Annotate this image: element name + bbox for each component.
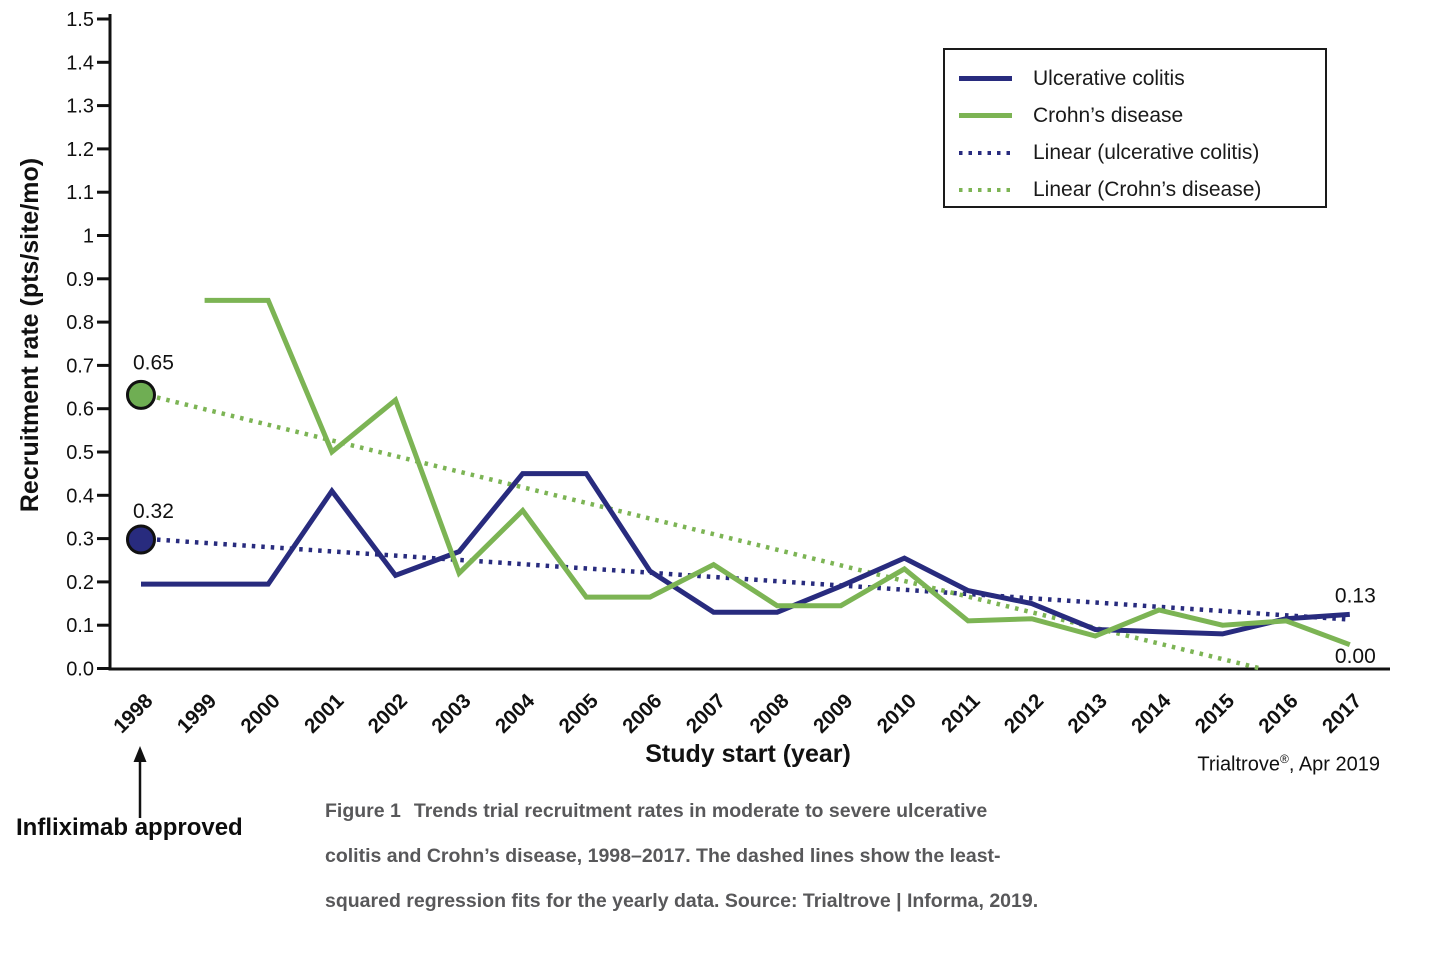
y-tick-label: 1.5 (66, 9, 94, 31)
x-year-label: 2000 (236, 689, 285, 738)
legend-item-crohn-s-disease: Crohn’s disease (945, 97, 1325, 134)
legend-dotted-line-sample (959, 150, 1012, 155)
x-year-label: 2001 (300, 689, 349, 738)
x-year-label: 2012 (1000, 689, 1049, 738)
x-year-label: 2015 (1191, 689, 1240, 738)
legend-label: Crohn’s disease (1033, 103, 1184, 127)
ulcerative-colitis-marker-circle (126, 524, 156, 555)
y-tick-label: 0.5 (66, 442, 94, 464)
source-note-brand: Trialtrove (1197, 753, 1280, 776)
ulcerative-colitis-line (141, 471, 1350, 637)
y-tick-label: 0.1 (66, 615, 94, 637)
point-value-label: 0.32 (133, 500, 174, 523)
y-tick-label: 0.6 (66, 399, 94, 421)
chart-canvas: 0.0 0.1 0.2 0.3 0.4 0.5 0.6 0.7 0.8 0.9 1 1.1 1.2 1.3… (16, 9, 1390, 818)
x-year-label: 2009 (809, 689, 858, 738)
infliximab-arrowhead-icon (133, 746, 147, 762)
x-year-label: 2006 (618, 689, 667, 738)
crohn-s-disease-marker-circle (126, 379, 156, 410)
crohn-s-disease-line (204, 297, 1351, 648)
point-value-label: 0.13 (1335, 585, 1376, 608)
y-tick-label: 0.2 (66, 572, 94, 594)
x-axis-title: Study start (year) (645, 740, 851, 768)
y-tick-label: 0.0 (66, 659, 94, 681)
y-axis-title: Recruitment rate (pts/site/mo) (16, 158, 44, 512)
x-year-label: 2002 (364, 689, 413, 738)
x-year-label: 2013 (1063, 689, 1112, 738)
legend-solid-line-sample (959, 113, 1012, 118)
legend-label: Linear (Crohn’s disease) (1033, 177, 1262, 201)
y-tick-label: 0.7 (66, 355, 94, 377)
figure-caption: Figure 1 Trends trial recruitment rates i… (325, 789, 1038, 924)
x-year-label: 1998 (109, 689, 158, 738)
source-note: Trialtrove®, Apr 2019 (1197, 752, 1380, 777)
x-year-label: 2005 (554, 689, 603, 738)
y-tick-label: 0.3 (66, 529, 94, 551)
legend: Ulcerative colitis Crohn’s disease Linear … (943, 48, 1327, 208)
x-year-label: 2010 (872, 689, 921, 738)
legend-label: Linear (ulcerative colitis) (1033, 140, 1260, 164)
x-year-label: 2017 (1318, 689, 1367, 738)
caption-line-3: squared regression fits for the yearly d… (325, 890, 1039, 912)
x-year-label: 2004 (491, 689, 540, 738)
x-year-label: 2003 (427, 689, 476, 738)
x-year-label: 2008 (745, 689, 794, 738)
y-tick-label: 0.4 (66, 485, 94, 507)
legend-dotted-line-sample (959, 187, 1012, 192)
legend-item-ulcerative-colitis: Ulcerative colitis (945, 60, 1325, 97)
x-year-label: 1999 (173, 689, 222, 738)
linear-ulcerative-colitis-trend-line (156, 537, 1350, 622)
registered-trademark-icon: ® (1279, 752, 1289, 766)
caption-text-1: Trends trial recruitment rates in modera… (413, 800, 988, 822)
x-year-label: 2016 (1254, 689, 1303, 738)
y-tick-label: 1.1 (66, 182, 94, 204)
y-tick-label: 0.8 (66, 312, 94, 334)
y-tick-label: 1.2 (66, 139, 94, 161)
legend-item-linear-ulcerative-colitis: Linear (ulcerative colitis) (945, 134, 1325, 171)
infliximab-approved-annotation: Infliximab approved (16, 814, 243, 841)
caption-line-1: Figure 1 Trends trial recruitment rates i… (325, 789, 1038, 834)
x-year-label: 2007 (682, 689, 731, 738)
y-tick-label: 1 (83, 226, 94, 248)
caption-figure-label: Figure 1 (325, 800, 401, 822)
y-tick-label: 1.3 (66, 96, 94, 118)
caption-line-2: colitis and Crohn’s disease, 1998–2017. … (325, 845, 1001, 867)
y-tick-label: 0.9 (66, 269, 94, 291)
point-value-label: 0.65 (133, 352, 174, 375)
legend-item-linear-crohn-s-disease: Linear (Crohn’s disease) (945, 171, 1325, 208)
source-note-date: , Apr 2019 (1288, 753, 1380, 776)
legend-solid-line-sample (959, 76, 1012, 81)
y-tick-label: 1.4 (66, 52, 94, 74)
point-value-label: 0.00 (1335, 645, 1376, 668)
x-year-label: 2011 (937, 689, 985, 737)
legend-label: Ulcerative colitis (1033, 66, 1185, 90)
x-year-label: 2014 (1127, 689, 1176, 738)
